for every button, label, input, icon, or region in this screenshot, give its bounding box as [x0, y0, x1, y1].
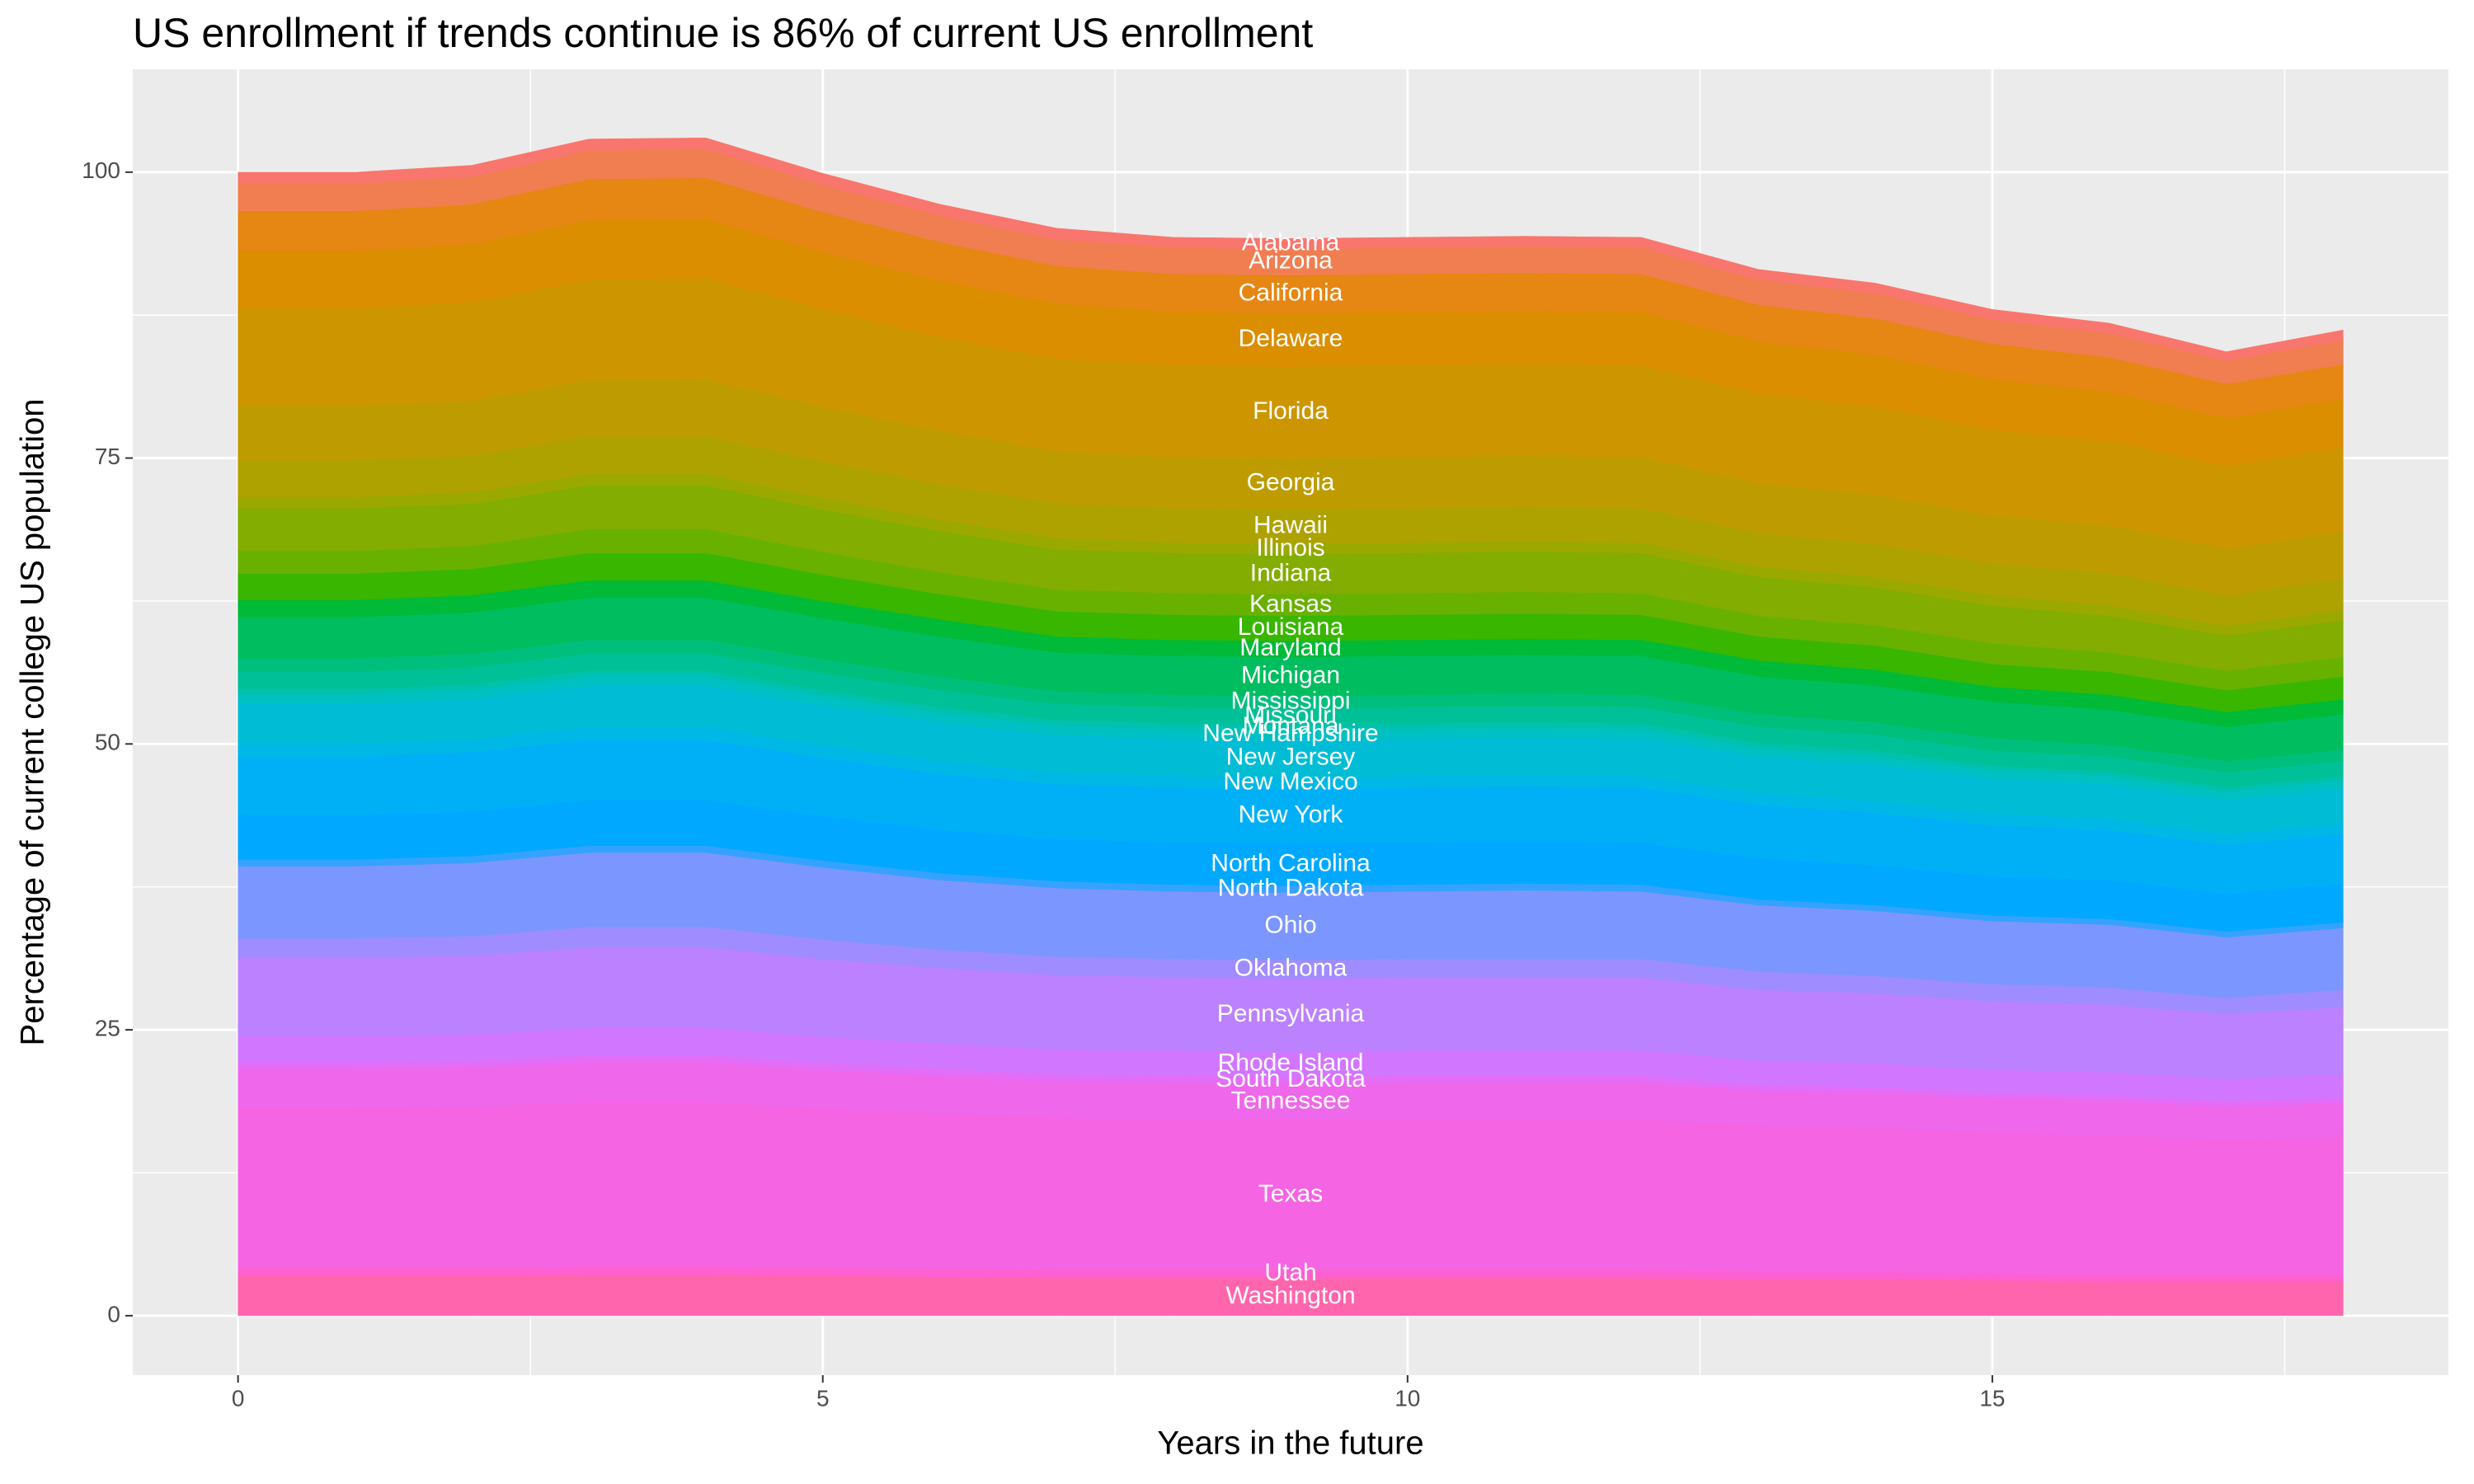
area-label: Washington: [1225, 1282, 1355, 1309]
area-label: Mississippi: [1230, 688, 1350, 715]
area-label: Indiana: [1250, 559, 1332, 586]
y-axis-title: Percentage of current college US populat…: [15, 399, 51, 1046]
area-label: Michigan: [1241, 661, 1340, 688]
x-tick-label: 0: [232, 1385, 245, 1411]
area-label: Oklahoma: [1235, 955, 1348, 982]
y-tick-label: 75: [95, 444, 120, 469]
area-label: California: [1239, 279, 1343, 306]
area-label: Pennsylvania: [1217, 1000, 1365, 1027]
area-label: Illinois: [1256, 534, 1324, 561]
area-label: Rhode Island: [1218, 1050, 1364, 1077]
area-label: New Mexico: [1223, 768, 1357, 795]
area-label: New Hampshire: [1202, 720, 1378, 747]
area-label: Delaware: [1239, 325, 1343, 352]
area-label: North Carolina: [1211, 850, 1371, 877]
area-label: Montana: [1243, 712, 1339, 740]
x-tick-label: 15: [1979, 1385, 2005, 1411]
x-tick-label: 5: [816, 1385, 830, 1411]
area-label: Utah: [1264, 1259, 1316, 1286]
y-tick-label: 100: [82, 157, 120, 183]
area-label: Hawaii: [1253, 512, 1328, 539]
area: [238, 137, 2344, 361]
area-label: Kansas: [1249, 590, 1332, 618]
chart-title: US enrollment if trends continue is 86% …: [133, 10, 1313, 56]
y-tick-label: 50: [95, 730, 120, 755]
area-label: Tennessee: [1230, 1087, 1350, 1114]
area-label: Alabama: [1242, 228, 1340, 256]
area-label: Ohio: [1264, 912, 1316, 939]
area-label: Missouri: [1244, 702, 1337, 729]
area-label: North Dakota: [1218, 874, 1364, 901]
areas: [238, 137, 2344, 1317]
area-label: Arizona: [1249, 247, 1333, 275]
area-label: South Dakota: [1216, 1065, 1366, 1092]
y-tick-label: 25: [95, 1016, 120, 1041]
area-label: Florida: [1253, 397, 1329, 425]
area-label: New York: [1239, 801, 1344, 829]
area-label: Georgia: [1247, 469, 1335, 496]
area-label: Texas: [1258, 1180, 1323, 1207]
y-tick-label: 0: [107, 1301, 120, 1327]
area-label: Louisiana: [1238, 613, 1344, 641]
area-label: Maryland: [1239, 634, 1341, 661]
x-tick-label: 10: [1395, 1385, 1420, 1411]
x-axis-title: Years in the future: [1157, 1425, 1423, 1462]
axes: 0 5 10 15 0 25 50 75 100: [82, 157, 2005, 1411]
area-label: New Jersey: [1226, 744, 1356, 771]
